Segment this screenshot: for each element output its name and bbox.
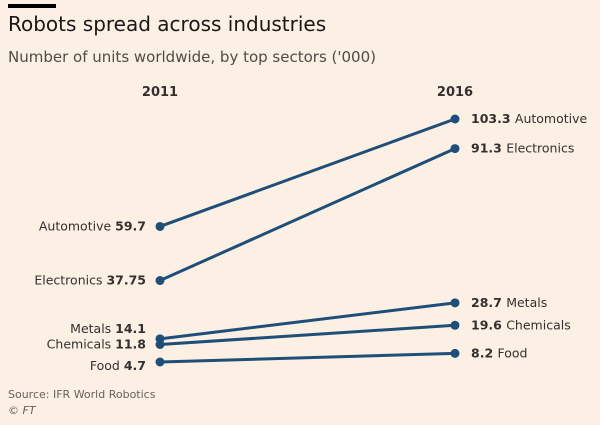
point-2011-food (155, 357, 165, 367)
point-2016-chemicals (450, 320, 460, 330)
label-2016-automotive: 103.3 Automotive (471, 111, 588, 126)
label-2011-food: Food 4.7 (90, 358, 146, 373)
point-2016-metals (450, 298, 460, 308)
year-label-2016: 2016 (437, 85, 473, 100)
point-2011-automotive (155, 221, 165, 231)
label-2011-electronics: Electronics 37.75 (34, 273, 146, 288)
point-2011-chemicals (155, 340, 165, 350)
point-2011-electronics (155, 276, 165, 286)
year-label-2011: 2011 (142, 85, 178, 100)
point-2016-electronics (450, 144, 460, 154)
chart-title: Robots spread across industries (8, 12, 327, 36)
label-2011-automotive: Automotive 59.7 (39, 218, 146, 233)
title-accent-bar (8, 4, 56, 8)
label-2016-metals: 28.7 Metals (471, 295, 547, 310)
copyright-note: © FT (8, 404, 36, 417)
series-line-electronics (158, 147, 457, 283)
source-note: Source: IFR World Robotics (8, 388, 156, 401)
series-line-automotive (158, 117, 457, 228)
series-line-food (158, 351, 457, 364)
point-2016-automotive (450, 114, 460, 124)
point-2016-food (450, 348, 460, 358)
series-line-metals (158, 301, 457, 341)
label-2016-food: 8.2 Food (471, 345, 527, 360)
label-2011-metals: Metals 14.1 (70, 321, 146, 336)
series-line-chemicals (158, 323, 457, 347)
label-2011-chemicals: Chemicals 11.8 (47, 337, 146, 352)
chart-subtitle: Number of units worldwide, by top sector… (8, 48, 376, 66)
label-2016-electronics: 91.3 Electronics (471, 141, 574, 156)
label-2016-chemicals: 19.6 Chemicals (471, 317, 571, 332)
